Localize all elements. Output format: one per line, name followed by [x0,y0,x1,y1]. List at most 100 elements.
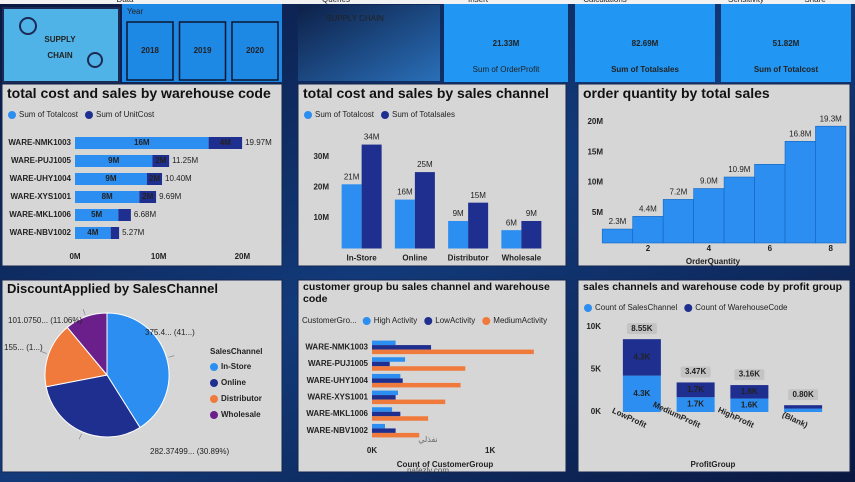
bar [372,357,406,362]
data-label: 4.4M [639,204,657,213]
legend-label: High Activity [374,316,418,325]
data-label: 2M [149,174,160,183]
area-step [693,188,725,244]
bar [676,382,715,398]
area-step [632,216,664,244]
y-tick-label: 30M [313,152,329,161]
legend-swatch [8,111,16,119]
total-label: 3.16K [739,370,761,379]
legend-swatch [381,111,389,119]
total-label: 8.55K [631,324,653,333]
data-label: 34M [364,133,380,142]
x-tick-label: 20M [235,252,251,261]
legend-swatch [482,317,491,325]
total-label-box [680,366,711,378]
y-tick-label: WARE-UHY1004 [307,376,369,385]
bar [730,385,769,399]
data-label: 1.6K [741,400,758,409]
data-label: 4M [220,138,231,147]
total-label: 11.25M [172,156,198,165]
leader-line [168,355,175,358]
data-label: 7.2M [669,188,687,197]
total-label: 0.80K [792,390,814,399]
bar [372,361,390,367]
legend-swatch [304,111,312,119]
pie-slice [44,326,108,388]
data-label: 375.4... (41...) [145,328,195,337]
area-step [662,199,694,244]
bar [146,173,163,185]
chart-title: customer group bu sales channel and ware… [303,281,550,305]
bar [372,382,461,388]
data-label: 9M [108,156,119,165]
slicer-button[interactable] [178,21,227,81]
data-label: 16.8M [789,129,812,138]
data-label: 2M [142,192,153,201]
slicer-button[interactable] [126,21,174,81]
x-tick-label: 6 [768,244,773,253]
data-label: 1.7K [687,385,704,394]
bar [372,395,396,400]
bar [372,411,401,417]
bar [208,137,243,149]
y-tick-label: WARE-XYS1001 [308,392,369,401]
ribbon-strip [0,0,855,4]
legend-label: Sum of Totalcost [19,110,79,119]
y-tick-label: 10M [587,178,603,187]
banner-image [298,5,440,81]
y-tick-label: WARE-MKL1006 [306,409,368,418]
legend-swatch [684,304,693,312]
y-tick-label: 20M [587,117,603,126]
y-tick-label: WARE-NBV1002 [307,426,369,435]
bar [75,155,153,167]
data-label: 282.37499... (30.89%) [150,447,230,456]
x-tick-label: 0K [367,446,377,455]
bar [372,407,393,412]
data-label: 19.3M [820,114,843,123]
logo-text: CHAIN [47,51,73,60]
bar [372,340,396,346]
x-tick-label: 0M [69,252,80,261]
legend-swatch [362,317,371,325]
pie-slice [66,312,108,377]
leader-line [40,351,47,354]
legend-label: MediumActivity [493,316,547,325]
data-label: 5M [91,210,102,219]
slicer-option: 2019 [194,46,212,55]
x-axis-title: OrderQuantity [686,257,741,266]
total-label-box [626,323,657,335]
logo-text: SUPPLY [44,35,76,44]
bar [75,191,140,203]
bar [501,230,522,249]
chart-title: sales channels and warehouse code by pro… [583,281,843,293]
chart-title: order quantity by total sales [583,85,770,101]
bar [110,227,120,239]
legend-title: CustomerGro... [302,316,357,325]
bar [372,345,432,350]
data-label: 9M [105,174,116,183]
kpi-value: 82.69M [632,39,659,48]
bar [676,397,715,412]
data-label: 10.9M [728,165,751,174]
bar [622,375,661,412]
data-label: 1.6K [741,387,758,396]
slicer-title: Year [127,7,144,16]
bar [372,349,534,355]
slicer-button[interactable] [231,21,279,81]
bar [75,173,147,185]
area-step [723,176,755,244]
y-tick-label: WARE-XYS1001 [11,192,72,201]
data-label: 21M [344,172,360,181]
slicer-option: 2018 [141,46,159,55]
legend-swatch [210,395,218,403]
data-label: 6M [506,218,517,227]
bar [394,199,415,249]
chart-title: total cost and sales by warehouse code [7,85,271,101]
data-label: 15M [470,191,486,200]
ribbon-tab: Data [117,0,134,4]
data-label: 4.3K [633,352,650,361]
kpi-label: Sum of Totalcost [754,65,819,74]
pie-slice [45,374,141,438]
y-tick-label: WARE-NBV1002 [10,228,72,237]
